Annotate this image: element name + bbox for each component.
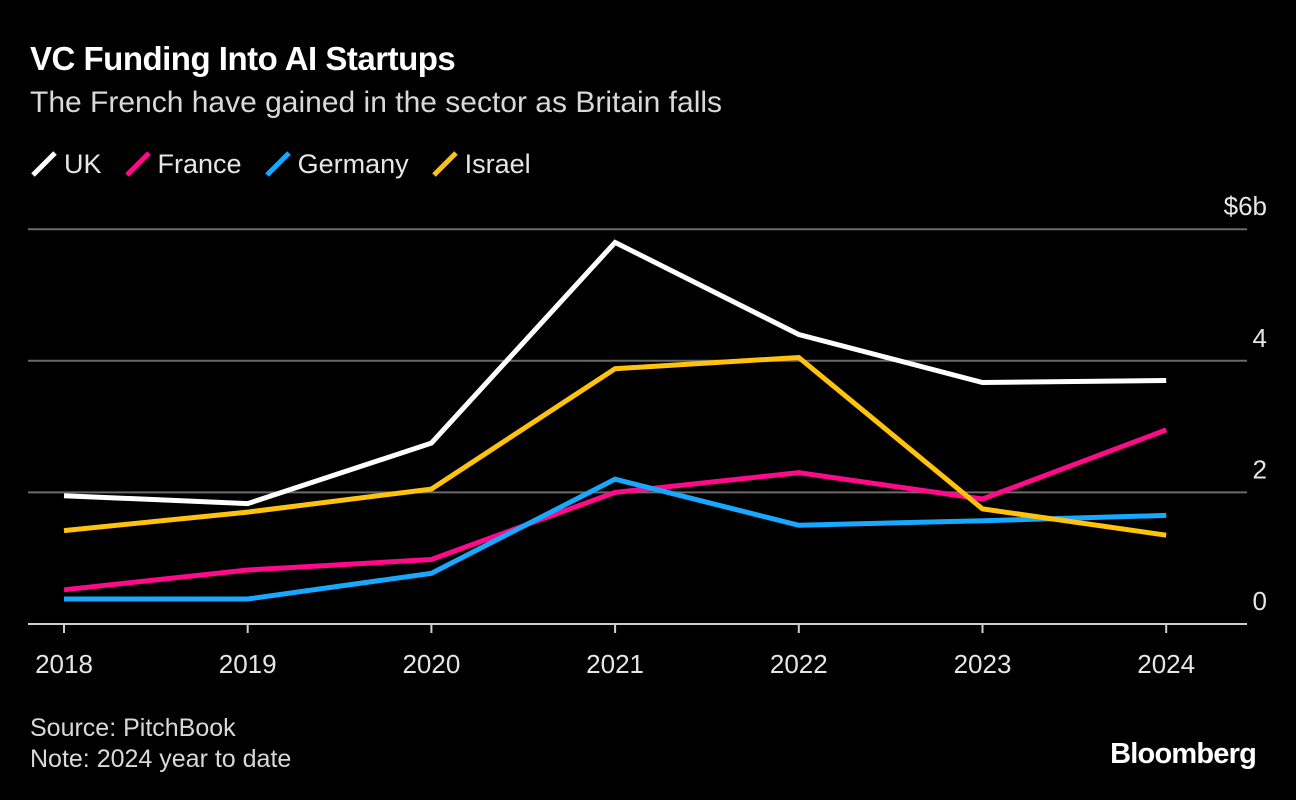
- legend-item-france: France: [124, 149, 242, 180]
- x-tick-label: 2020: [402, 649, 460, 679]
- y-tick-label: $6b: [1224, 191, 1267, 221]
- legend-label: France: [157, 148, 242, 179]
- bloomberg-logo: Bloomberg: [1110, 738, 1257, 770]
- y-tick-label: 2: [1253, 454, 1267, 484]
- legend-label: UK: [64, 148, 102, 179]
- x-tick-label: 2019: [219, 649, 277, 679]
- source-note: Source: PitchBook: [30, 714, 236, 742]
- legend-swatch-israel: [431, 151, 458, 177]
- series-line-germany: [64, 476, 1167, 602]
- y-tick-label: 0: [1253, 586, 1267, 616]
- legend-label: Germany: [297, 148, 409, 179]
- x-axis-ticks: 2018 2019 2020 2021 2022 2023 2024: [35, 624, 1195, 679]
- y-tick-label: 4: [1253, 323, 1267, 353]
- y-axis-ticks: 0 2 4 $6b: [1224, 191, 1267, 616]
- legend-swatch-france: [124, 151, 151, 177]
- legend-swatch-uk: [31, 151, 57, 177]
- series-line-france: [63, 427, 1168, 593]
- legend-item-israel: Israel: [431, 149, 531, 180]
- x-tick-label: 2021: [586, 649, 644, 679]
- legend-item-germany: Germany: [264, 149, 409, 180]
- gridlines: [28, 228, 1247, 625]
- x-tick-label: 2023: [954, 649, 1012, 679]
- legend-swatch-germany: [264, 151, 291, 177]
- series-lines: [63, 239, 1168, 602]
- chart-subtitle: The French have gained in the sector as …: [30, 86, 723, 119]
- chart-title: VC Funding Into AI Startups: [30, 40, 456, 77]
- x-tick-label: 2018: [35, 649, 93, 679]
- x-tick-label: 2024: [1137, 649, 1195, 679]
- footnote: Note: 2024 year to date: [30, 745, 292, 773]
- legend-item-uk: UK: [30, 149, 102, 180]
- x-tick-label: 2022: [770, 649, 828, 679]
- series-line-israel: [63, 354, 1167, 538]
- legend: UK France Germany Israel: [30, 146, 553, 182]
- legend-label: Israel: [464, 148, 531, 179]
- series-line-uk: [63, 239, 1167, 507]
